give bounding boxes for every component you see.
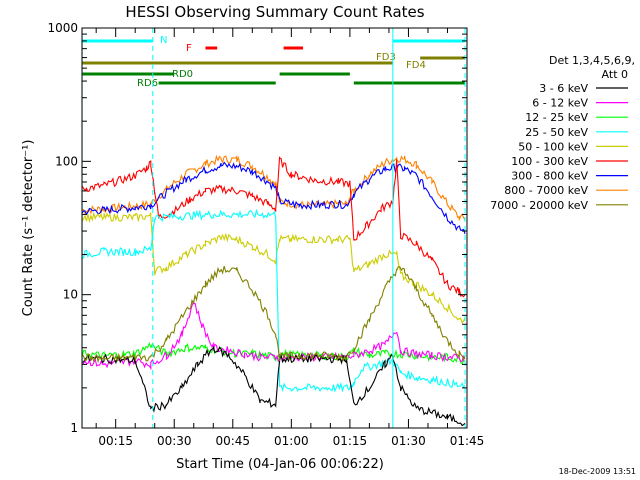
legend: Det 1,3,4,5,6,9, Att 0 3 - 6 keV 6 - 12 k… (490, 54, 635, 212)
legend-label-7000-20000-kev: 7000 - 20000 keV (490, 199, 588, 212)
x-tick-label: 01:45 (450, 434, 485, 448)
x-axis-ticks: 00:15 00:30 00:45 01:00 01:15 01:30 01:45 (95, 28, 485, 448)
legend-label-3-6-kev: 3 - 6 keV (539, 82, 588, 95)
series-line-300-800-kev (81, 161, 466, 235)
chart-title: HESSI Observing Summary Count Rates (125, 3, 424, 21)
x-tick-label: 01:15 (333, 434, 368, 448)
legend-title-line2: Att 0 (602, 68, 628, 81)
y-axis-ticks: 1 10 100 1000 (47, 21, 467, 435)
legend-label-100-300-kev: 100 - 300 keV (511, 155, 588, 168)
y-axis-label: Count Rate (s⁻¹ detector⁻¹) (21, 140, 36, 317)
legend-label-300-800-kev: 300 - 800 keV (511, 170, 588, 183)
series-line-12-25-kev (81, 342, 466, 365)
timestamp: 18-Dec-2009 13:51 (559, 467, 636, 476)
legend-title-line1: Det 1,3,4,5,6,9, (549, 54, 635, 67)
flag-label-rd6: RD6 (137, 78, 158, 89)
legend-label-50-100-kev: 50 - 100 keV (518, 140, 588, 153)
legend-label-6-12-kev: 6 - 12 keV (532, 97, 588, 110)
x-axis-label: Start Time (04-Jan-06 00:06:22) (176, 457, 384, 472)
x-tick-label: 01:00 (274, 434, 309, 448)
series-line-6-12-kev (81, 300, 466, 371)
flag-label-fd3: FD3 (376, 52, 396, 63)
series-line-3-6-kev (81, 346, 466, 427)
series-line-50-100-kev (81, 211, 466, 324)
y-tick-label: 10 (63, 288, 78, 302)
series-layer (81, 154, 466, 427)
flags-layer: N F FD3 FD4 RD0 RD6 (82, 35, 466, 89)
x-tick-label: 00:45 (215, 434, 250, 448)
series-line-25-50-kev (82, 208, 466, 393)
x-tick-label: 00:30 (157, 434, 192, 448)
y-tick-label: 1 (70, 421, 78, 435)
x-tick-label: 00:15 (98, 434, 133, 448)
legend-label-800-7000-kev: 800 - 7000 keV (504, 184, 588, 197)
flag-label-n: N (160, 35, 167, 46)
flag-label-f: F (186, 43, 192, 54)
y-tick-label: 100 (55, 154, 78, 168)
plot-area: N F FD3 FD4 RD0 RD6 1 10 100 1000 00:15 00:30 00:4… (47, 21, 484, 448)
series-line-800-7000-kev (81, 154, 466, 221)
flag-label-rd0: RD0 (172, 69, 193, 80)
plot-frame (81, 27, 468, 429)
series-line-100-300-kev (81, 156, 466, 298)
legend-label-12-25-kev: 12 - 25 keV (525, 111, 588, 124)
flag-label-fd4: FD4 (406, 60, 426, 71)
x-tick-label: 01:30 (391, 434, 426, 448)
series-line-7000-20000-kev (81, 265, 466, 364)
y-tick-label: 1000 (47, 21, 78, 35)
legend-label-25-50-kev: 25 - 50 keV (525, 126, 588, 139)
